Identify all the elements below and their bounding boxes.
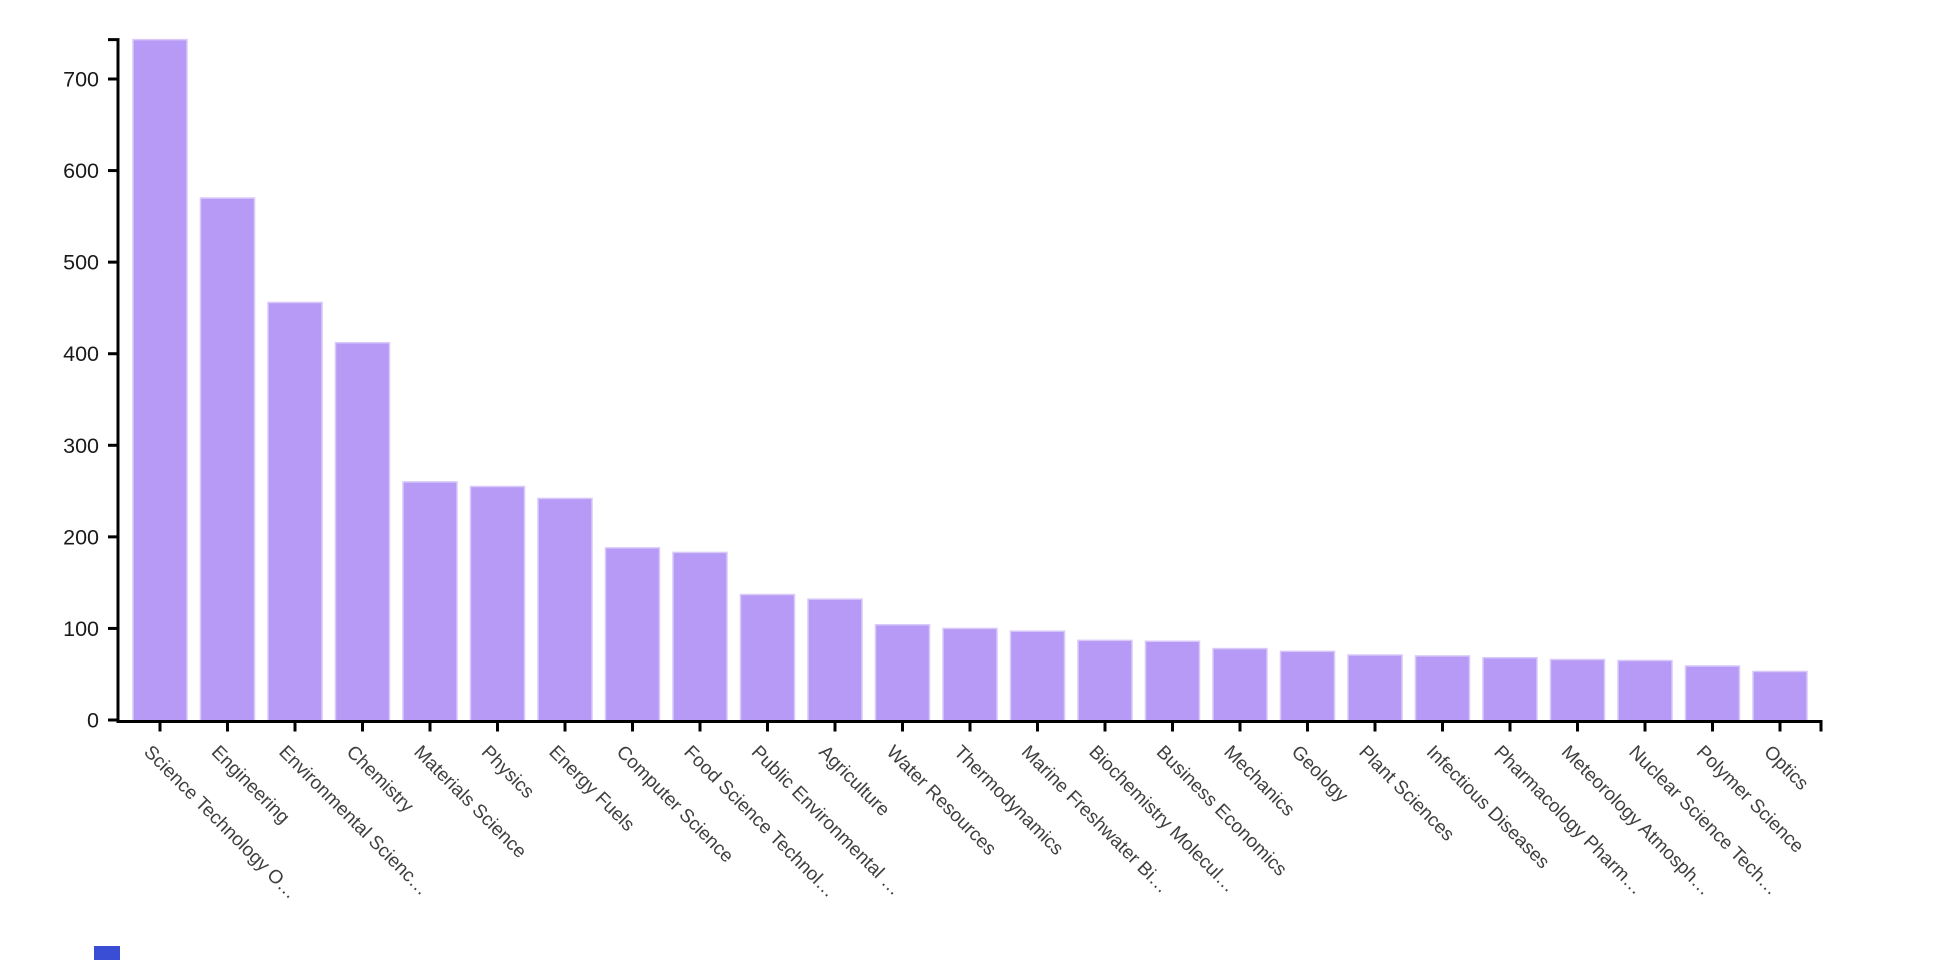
y-tick-label: 0 xyxy=(87,709,99,733)
bar xyxy=(672,551,728,722)
bar xyxy=(1077,639,1133,722)
y-tick-label: 700 xyxy=(63,68,99,92)
bar xyxy=(1414,655,1471,722)
y-tick-label: 400 xyxy=(63,342,99,366)
bar xyxy=(1482,656,1538,722)
y-tick-label: 200 xyxy=(63,525,99,549)
bar xyxy=(402,481,458,722)
y-tick-label: 500 xyxy=(63,251,99,275)
x-tick-label: Optics xyxy=(1759,742,1812,795)
bar xyxy=(1549,658,1606,722)
bar xyxy=(739,593,796,722)
bar xyxy=(1752,670,1808,722)
x-tick-label: Physics xyxy=(477,742,538,803)
bar xyxy=(1279,650,1336,722)
bar xyxy=(1347,654,1403,722)
bar xyxy=(199,197,256,722)
x-tick-label: Infectious Diseases xyxy=(1422,742,1553,873)
bar xyxy=(1212,647,1268,722)
bar xyxy=(942,627,998,722)
bar xyxy=(267,301,323,722)
bar xyxy=(132,38,188,722)
bar xyxy=(604,547,661,722)
bar xyxy=(334,341,391,722)
y-tick-label: 600 xyxy=(63,159,99,183)
bar xyxy=(1617,659,1673,722)
y-tick-label: 100 xyxy=(63,617,99,641)
y-tick-label: 300 xyxy=(63,434,99,458)
bar xyxy=(807,598,863,722)
bar xyxy=(1009,630,1066,722)
bar xyxy=(1144,640,1201,722)
x-tick-label: Geology xyxy=(1287,742,1352,807)
x-tick-label: Business Economics xyxy=(1152,742,1291,881)
bar xyxy=(874,624,931,722)
bar xyxy=(469,485,526,722)
blue-artifact xyxy=(94,946,120,960)
bar xyxy=(1684,665,1741,722)
bar xyxy=(537,497,593,722)
x-tick-label: Materials Science xyxy=(409,742,530,863)
x-tick-label: Computer Science xyxy=(612,742,737,867)
